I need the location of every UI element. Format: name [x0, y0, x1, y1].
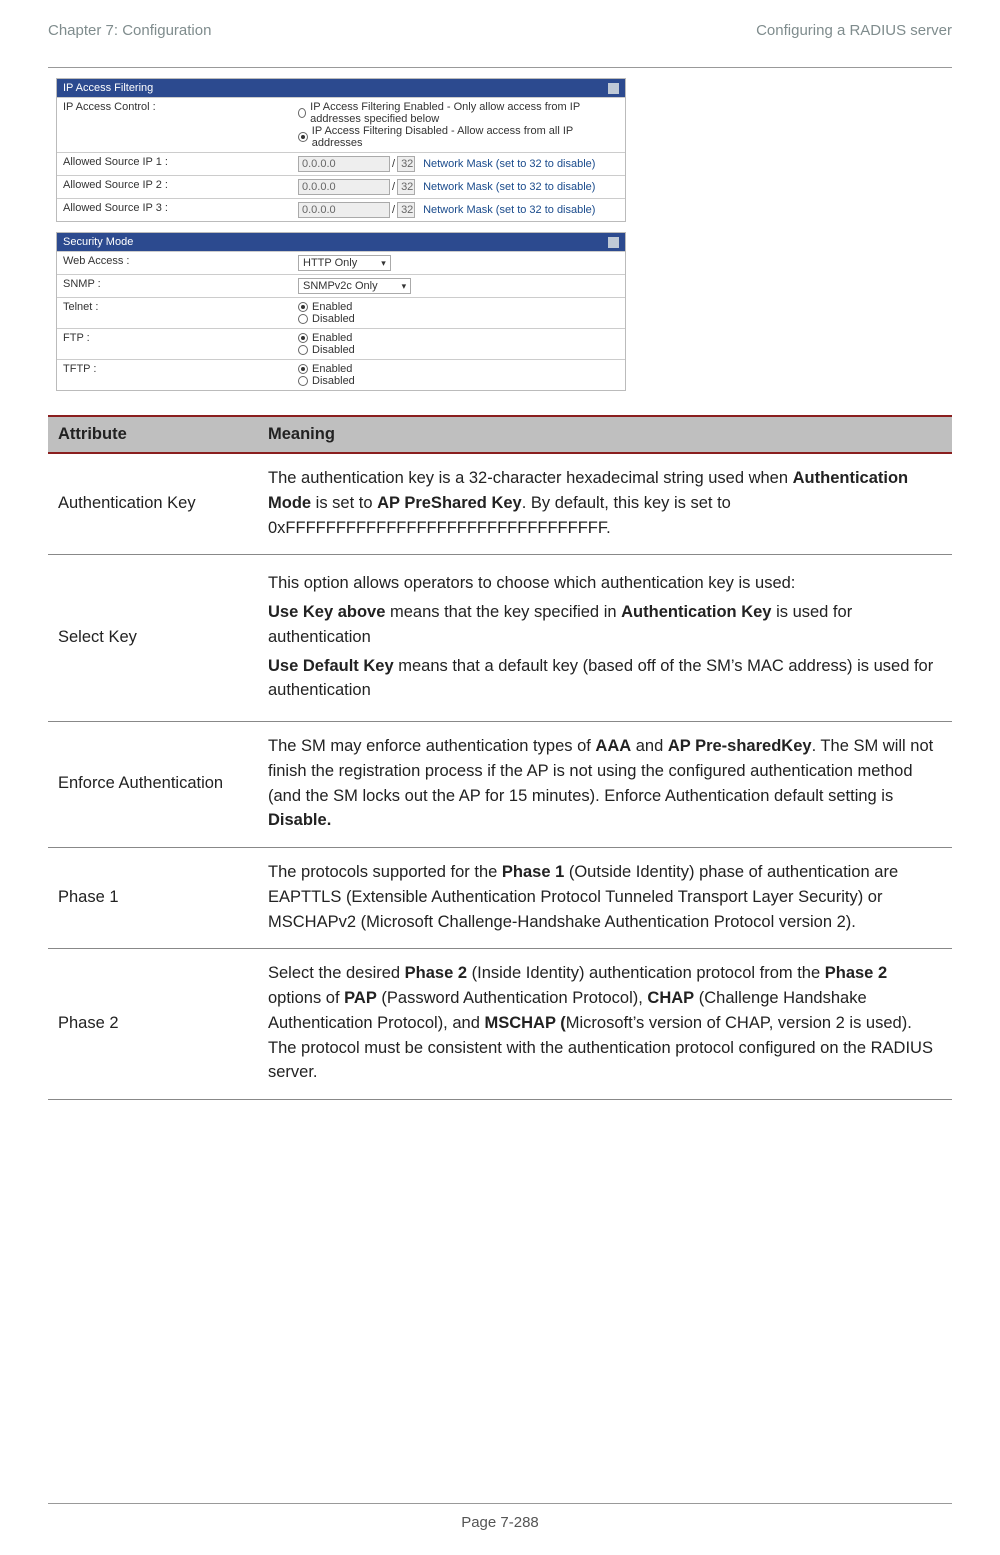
radio-enabled-label: IP Access Filtering Enabled - Only allow…	[310, 101, 619, 125]
radio-enabled[interactable]: IP Access Filtering Enabled - Only allow…	[298, 101, 619, 125]
header-rule	[48, 67, 952, 68]
snmp-label: SNMP :	[57, 275, 292, 297]
ip-input[interactable]: 0.0.0.0	[298, 156, 390, 172]
header-right: Configuring a RADIUS server	[756, 22, 952, 39]
table-row: Authentication Key The authentication ke…	[48, 453, 952, 555]
mask-input[interactable]: 32	[397, 156, 415, 172]
allowed-ip-row: Allowed Source IP 1 : 0.0.0.0/32Network …	[57, 152, 625, 175]
telnet-disabled[interactable]: Disabled	[298, 313, 619, 325]
table-row: Phase 2 Select the desired Phase 2 (Insi…	[48, 949, 952, 1100]
snmp-select[interactable]: SNMPv2c Only	[298, 278, 411, 294]
meaning-cell: The protocols supported for the Phase 1 …	[258, 848, 952, 949]
attr-cell: Authentication Key	[48, 453, 258, 555]
meaning-cell: This option allows operators to choose w…	[258, 555, 952, 722]
mask-note: Network Mask (set to 32 to disable)	[423, 158, 595, 170]
attr-cell: Phase 2	[48, 949, 258, 1100]
table-row: Enforce Authentication The SM may enforc…	[48, 722, 952, 848]
radio-icon	[298, 364, 308, 374]
allowed-ip-label: Allowed Source IP 2 :	[57, 176, 292, 198]
web-access-select[interactable]: HTTP Only	[298, 255, 391, 271]
ip-input[interactable]: 0.0.0.0	[298, 179, 390, 195]
page-header: Chapter 7: Configuration Configuring a R…	[48, 22, 952, 39]
allowed-ip-row: Allowed Source IP 2 : 0.0.0.0/32Network …	[57, 175, 625, 198]
tftp-label: TFTP :	[57, 360, 292, 390]
radio-disabled-label: IP Access Filtering Disabled - Allow acc…	[312, 125, 619, 149]
ip-filtering-title: IP Access Filtering	[63, 82, 153, 94]
allowed-ip-label: Allowed Source IP 3 :	[57, 199, 292, 221]
radio-icon	[298, 108, 306, 118]
mask-note: Network Mask (set to 32 to disable)	[423, 204, 595, 216]
radio-icon	[298, 132, 308, 142]
security-mode-panel: Security Mode Web Access : HTTP Only SNMP…	[56, 232, 626, 391]
tftp-enabled[interactable]: Enabled	[298, 363, 619, 375]
security-mode-title-bar: Security Mode	[57, 233, 625, 251]
attr-cell: Enforce Authentication	[48, 722, 258, 848]
ip-access-control-label: IP Access Control :	[57, 98, 292, 152]
collapse-icon[interactable]	[608, 237, 619, 248]
page-number: Page 7-288	[461, 1514, 539, 1531]
radio-icon	[298, 302, 308, 312]
collapse-icon[interactable]	[608, 83, 619, 94]
ftp-enabled[interactable]: Enabled	[298, 332, 619, 344]
header-left: Chapter 7: Configuration	[48, 22, 211, 39]
allowed-ip-label: Allowed Source IP 1 :	[57, 153, 292, 175]
ip-filtering-panel: IP Access Filtering IP Access Control : …	[56, 78, 626, 222]
meaning-cell: The authentication key is a 32-character…	[258, 453, 952, 555]
attribute-table: Attribute Meaning Authentication Key The…	[48, 415, 952, 1100]
radio-icon	[298, 314, 308, 324]
ip-access-control-row: IP Access Control : IP Access Filtering …	[57, 97, 625, 152]
meaning-cell: The SM may enforce authentication types …	[258, 722, 952, 848]
security-mode-title: Security Mode	[63, 236, 133, 248]
radio-icon	[298, 333, 308, 343]
mask-input[interactable]: 32	[397, 179, 415, 195]
ftp-disabled[interactable]: Disabled	[298, 344, 619, 356]
radio-disabled[interactable]: IP Access Filtering Disabled - Allow acc…	[298, 125, 619, 149]
telnet-label: Telnet :	[57, 298, 292, 328]
ip-filtering-title-bar: IP Access Filtering	[57, 79, 625, 97]
tftp-disabled[interactable]: Disabled	[298, 375, 619, 387]
radio-icon	[298, 345, 308, 355]
web-access-label: Web Access :	[57, 252, 292, 274]
col-attribute: Attribute	[48, 416, 258, 453]
allowed-ip-row: Allowed Source IP 3 : 0.0.0.0/32Network …	[57, 198, 625, 221]
attr-cell: Select Key	[48, 555, 258, 722]
mask-input[interactable]: 32	[397, 202, 415, 218]
telnet-enabled[interactable]: Enabled	[298, 301, 619, 313]
radio-icon	[298, 376, 308, 386]
mask-note: Network Mask (set to 32 to disable)	[423, 181, 595, 193]
meaning-cell: Select the desired Phase 2 (Inside Ident…	[258, 949, 952, 1100]
ftp-label: FTP :	[57, 329, 292, 359]
attr-cell: Phase 1	[48, 848, 258, 949]
table-row: Select Key This option allows operators …	[48, 555, 952, 722]
ip-input[interactable]: 0.0.0.0	[298, 202, 390, 218]
page-footer: Page 7-288	[0, 1503, 1000, 1531]
col-meaning: Meaning	[258, 416, 952, 453]
table-row: Phase 1 The protocols supported for the …	[48, 848, 952, 949]
